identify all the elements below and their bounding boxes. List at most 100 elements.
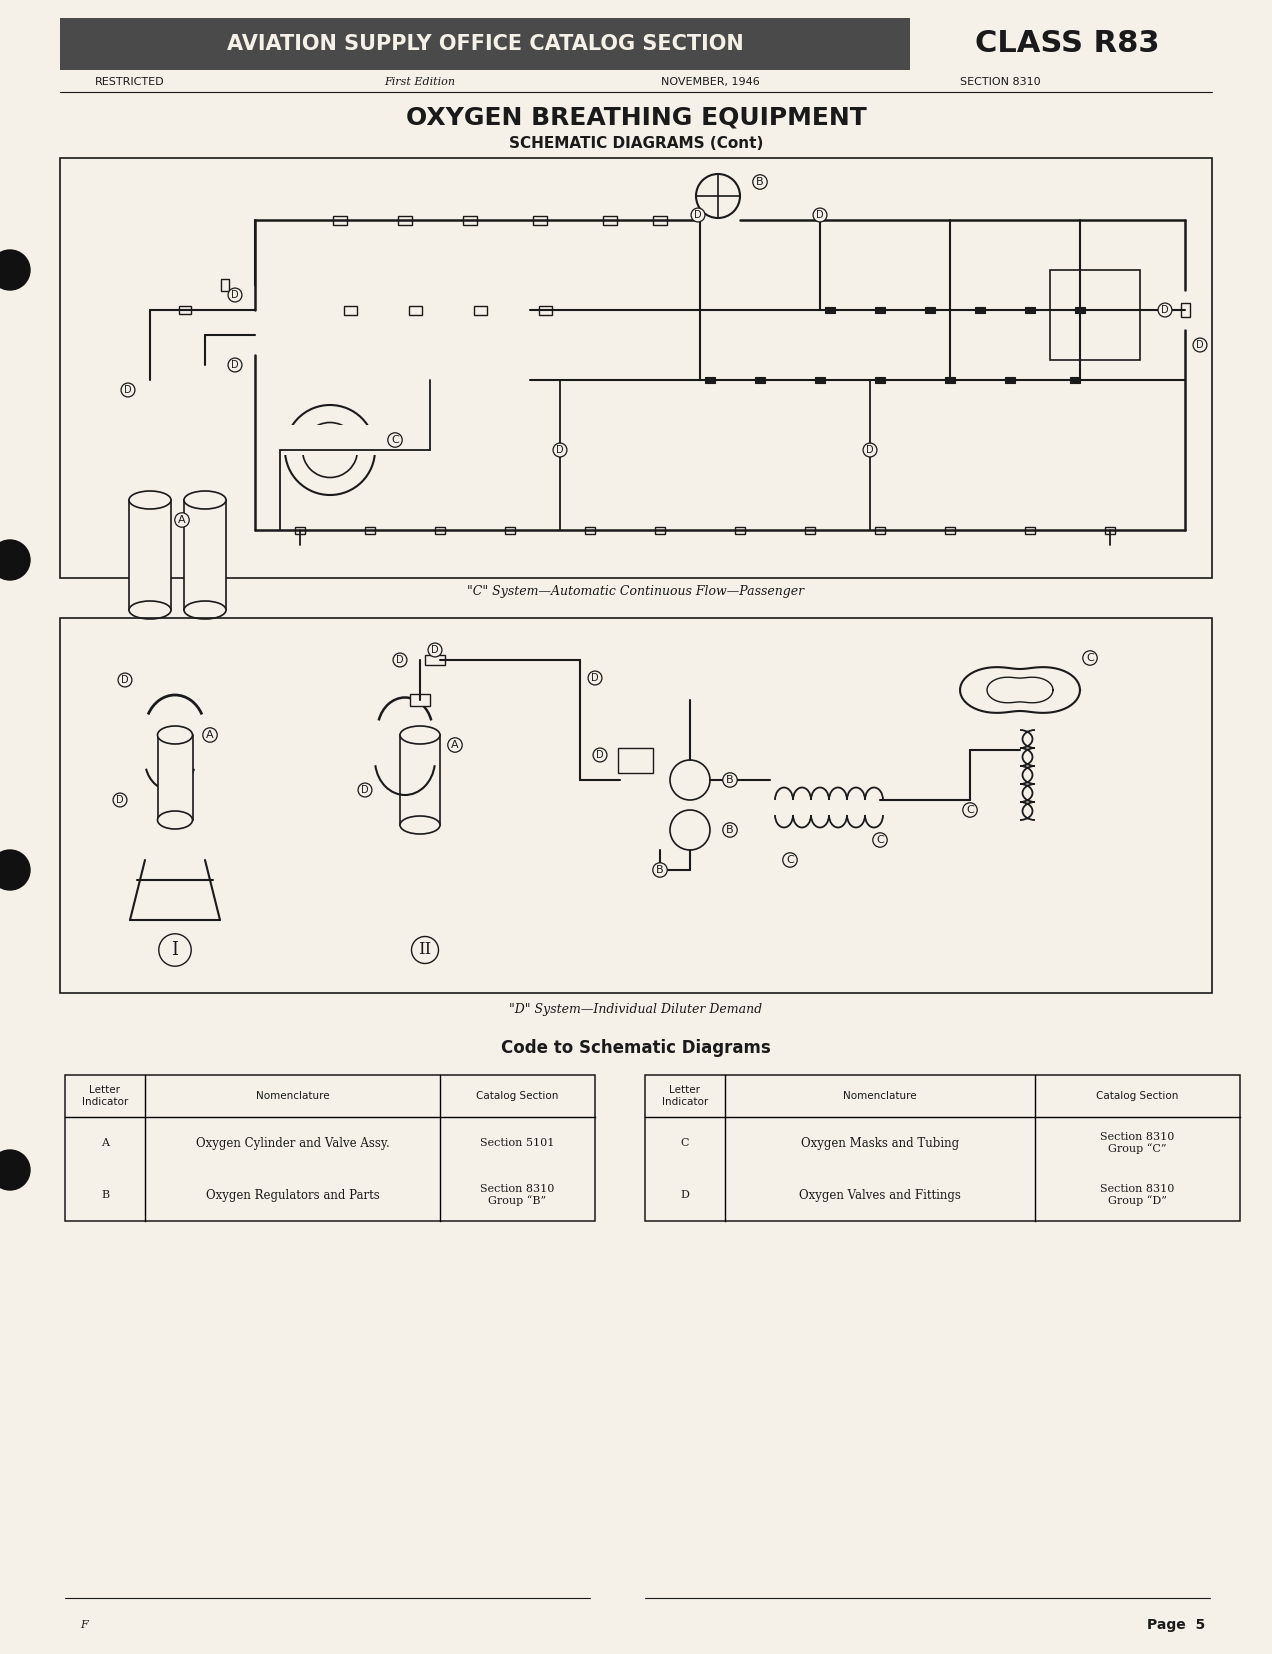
Bar xyxy=(221,280,229,291)
Bar xyxy=(976,308,985,313)
Text: B: B xyxy=(726,825,734,835)
Bar xyxy=(585,526,595,534)
Bar xyxy=(179,306,191,314)
Text: B: B xyxy=(756,177,763,187)
Text: SCHEMATIC DIAGRAMS (Cont): SCHEMATIC DIAGRAMS (Cont) xyxy=(509,136,763,151)
Bar xyxy=(410,695,430,706)
Bar xyxy=(1075,308,1085,313)
Text: Oxygen Cylinder and Valve Assy.: Oxygen Cylinder and Valve Assy. xyxy=(196,1136,389,1150)
Text: B: B xyxy=(656,865,664,875)
Text: C: C xyxy=(967,805,974,815)
Text: Section 5101: Section 5101 xyxy=(481,1138,555,1148)
Bar xyxy=(1070,377,1080,384)
Bar xyxy=(603,215,617,225)
Bar xyxy=(925,308,935,313)
Bar xyxy=(343,306,356,314)
Bar xyxy=(1105,526,1116,534)
Ellipse shape xyxy=(158,726,192,744)
Text: Oxygen Masks and Tubing: Oxygen Masks and Tubing xyxy=(801,1136,959,1150)
Ellipse shape xyxy=(128,600,170,619)
Text: D: D xyxy=(597,749,604,759)
Text: OXYGEN BREATHING EQUIPMENT: OXYGEN BREATHING EQUIPMENT xyxy=(406,106,866,131)
Text: D: D xyxy=(361,786,369,796)
Bar xyxy=(826,308,834,313)
Text: SECTION 8310: SECTION 8310 xyxy=(959,78,1040,88)
Text: A: A xyxy=(452,739,459,749)
Text: B: B xyxy=(726,776,734,786)
Text: Nomenclature: Nomenclature xyxy=(256,1092,329,1102)
Circle shape xyxy=(0,250,31,289)
Text: First Edition: First Edition xyxy=(384,78,455,88)
Bar xyxy=(473,306,486,314)
Bar xyxy=(295,526,305,534)
Bar xyxy=(655,526,665,534)
Text: D: D xyxy=(431,645,439,655)
Text: Catalog Section: Catalog Section xyxy=(476,1092,558,1102)
Bar xyxy=(533,215,547,225)
Text: Oxygen Regulators and Parts: Oxygen Regulators and Parts xyxy=(206,1189,379,1201)
Bar xyxy=(1180,303,1189,318)
Bar xyxy=(735,526,745,534)
Text: D: D xyxy=(116,796,123,805)
Bar xyxy=(425,655,445,665)
Text: Section 8310
Group “B”: Section 8310 Group “B” xyxy=(481,1184,555,1206)
Text: C: C xyxy=(391,435,399,445)
Bar xyxy=(463,215,477,225)
Text: "C" System—Automatic Continuous Flow—Passenger: "C" System—Automatic Continuous Flow—Pas… xyxy=(467,586,805,599)
Bar xyxy=(875,308,885,313)
Circle shape xyxy=(670,810,710,850)
Ellipse shape xyxy=(184,600,226,619)
Text: II: II xyxy=(418,941,431,959)
Circle shape xyxy=(670,759,710,801)
Text: D: D xyxy=(1161,304,1169,314)
Bar xyxy=(505,526,515,534)
Bar xyxy=(653,215,667,225)
Text: C: C xyxy=(786,855,794,865)
Text: A: A xyxy=(206,729,214,739)
Text: "D" System—Individual Diluter Demand: "D" System—Individual Diluter Demand xyxy=(510,1004,762,1017)
Text: Nomenclature: Nomenclature xyxy=(843,1092,917,1102)
Text: D: D xyxy=(695,210,702,220)
Bar xyxy=(184,500,226,610)
Bar xyxy=(60,18,909,69)
Bar xyxy=(60,619,1212,992)
Bar xyxy=(1025,308,1035,313)
Bar xyxy=(645,1075,1240,1221)
Bar xyxy=(617,748,653,772)
Bar xyxy=(408,306,421,314)
Text: Catalog Section: Catalog Section xyxy=(1096,1092,1179,1102)
Text: D: D xyxy=(232,361,239,370)
Ellipse shape xyxy=(399,726,440,744)
Text: I: I xyxy=(172,941,178,959)
Text: AVIATION SUPPLY OFFICE CATALOG SECTION: AVIATION SUPPLY OFFICE CATALOG SECTION xyxy=(226,35,743,55)
Bar xyxy=(284,425,377,455)
Text: D: D xyxy=(121,675,128,685)
Text: F: F xyxy=(80,1619,88,1629)
Text: Page  5: Page 5 xyxy=(1147,1618,1205,1632)
Text: D: D xyxy=(866,445,874,455)
Bar xyxy=(435,526,445,534)
Text: D: D xyxy=(591,673,599,683)
Bar xyxy=(538,306,552,314)
Text: C: C xyxy=(876,835,884,845)
Text: D: D xyxy=(1196,341,1203,351)
Text: A: A xyxy=(100,1138,109,1148)
Bar xyxy=(1005,377,1015,384)
Text: D: D xyxy=(681,1189,689,1201)
Bar xyxy=(945,377,955,384)
Text: Section 8310
Group “C”: Section 8310 Group “C” xyxy=(1100,1131,1174,1154)
Text: C: C xyxy=(681,1138,689,1148)
Ellipse shape xyxy=(184,491,226,509)
Ellipse shape xyxy=(158,810,192,829)
Text: A: A xyxy=(178,514,186,524)
Text: CLASS R83: CLASS R83 xyxy=(976,30,1160,58)
Ellipse shape xyxy=(399,815,440,834)
Text: Section 8310
Group “D”: Section 8310 Group “D” xyxy=(1100,1184,1174,1206)
Bar xyxy=(1025,526,1035,534)
Text: C: C xyxy=(1086,653,1094,663)
Text: D: D xyxy=(125,385,132,395)
Text: D: D xyxy=(556,445,563,455)
Bar xyxy=(705,377,715,384)
Text: B: B xyxy=(100,1189,109,1201)
Text: D: D xyxy=(817,210,824,220)
